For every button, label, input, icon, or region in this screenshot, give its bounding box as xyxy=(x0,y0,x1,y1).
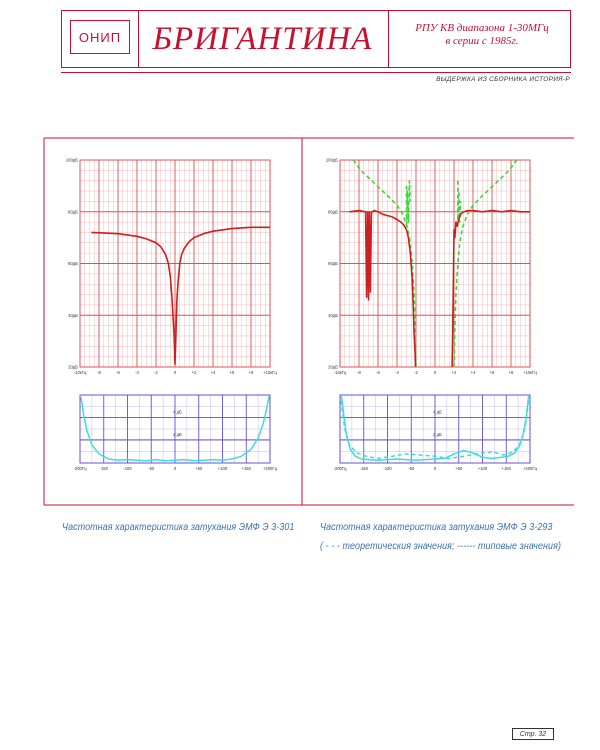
x-tick-label: +10кГц xyxy=(523,370,537,375)
header-frame xyxy=(61,10,571,68)
y-tick-label: 20дБ xyxy=(328,365,338,370)
y-tick-label: 60дБ xyxy=(68,261,78,266)
series-line xyxy=(91,226,270,366)
x-tick-label: +100 xyxy=(218,466,228,471)
x-tick-label: +4 xyxy=(211,370,216,375)
source-note: ВЫДЕРЖКА ИЗ СБОРНИКА ИСТОРИЯ-Р xyxy=(436,76,570,83)
header-divider xyxy=(388,10,390,68)
page-number: Стр. 32 xyxy=(512,728,554,740)
subtitle-line-2: в серии с 1985г. xyxy=(445,35,519,47)
x-tick-label: +50 xyxy=(455,466,463,471)
x-tick-label: -6 xyxy=(116,370,120,375)
series-theoretical xyxy=(340,397,530,460)
x-tick-label: +8 xyxy=(509,370,514,375)
x-tick-label: +200Гц xyxy=(263,466,278,471)
series-typical xyxy=(349,209,417,367)
y-tick-label: 40дБ xyxy=(68,313,78,318)
chart-e3-293-passband: -200Гц -150 -100 -50 0 +50 +100 +150 +200Гц 4 дБ 2… xyxy=(333,394,538,471)
x-tick-label: +2 xyxy=(452,370,457,375)
attenuation-figure: -10кГц -8 -6 -4 -2 0 +2 +4 +6 +8 +10кГц 20дБ 40дБ 60д… xyxy=(43,137,574,506)
subtitle-line-1: РПУ КВ диапазона 1-30МГц xyxy=(415,22,549,34)
x-tick-label: +50 xyxy=(195,466,203,471)
x-tick-label: +6 xyxy=(490,370,495,375)
x-tick-label: +8 xyxy=(249,370,254,375)
x-tick-label: +200Гц xyxy=(523,466,538,471)
y-tick-label: 60дБ xyxy=(328,261,338,266)
x-tick-label: 0 xyxy=(174,370,177,375)
organization-logo: ОНИП xyxy=(70,20,130,54)
x-tick-label: -8 xyxy=(97,370,101,375)
x-tick-label: -50 xyxy=(148,466,155,471)
y-tick-label: 2 дБ xyxy=(433,432,442,437)
y-tick-label: 20дБ xyxy=(68,365,78,370)
x-tick-label: +100 xyxy=(478,466,488,471)
x-tick-label: -4 xyxy=(395,370,399,375)
x-tick-label: -8 xyxy=(357,370,361,375)
header-divider xyxy=(138,10,140,68)
x-tick-label: -100 xyxy=(123,466,132,471)
x-tick-label: +150 xyxy=(502,466,512,471)
series-typical xyxy=(451,209,530,367)
series-line xyxy=(80,395,270,462)
x-tick-label: +6 xyxy=(230,370,235,375)
chart-e3-301-attenuation: -10кГц -8 -6 -4 -2 0 +2 +4 +6 +8 +10кГц 20дБ 40дБ 60д… xyxy=(66,158,278,376)
caption-right-line-2: ( - - - теоретическия значения; ------ т… xyxy=(320,540,562,552)
x-tick-label: -200Гц xyxy=(73,466,87,471)
x-tick-label: -100 xyxy=(383,466,392,471)
x-tick-label: +2 xyxy=(192,370,197,375)
chart-e3-301-passband: -200Гц -150 -100 -50 0 +50 +100 +150 +200Гц 4 дБ 2… xyxy=(73,394,278,471)
y-tick-label: 100дБ xyxy=(326,158,338,163)
y-tick-label: 80дБ xyxy=(68,209,78,214)
x-tick-label: +150 xyxy=(242,466,252,471)
caption-right-line-1: Частотная характеристика затухания ЭМФ Э… xyxy=(320,521,553,533)
x-tick-label: 0 xyxy=(434,466,437,471)
series-theoretical xyxy=(453,159,518,367)
x-tick-label: -150 xyxy=(100,466,109,471)
x-tick-label: -2 xyxy=(154,370,158,375)
series-typical xyxy=(340,396,530,461)
chart-e3-293-attenuation: -10кГц -8 -6 -4 -2 0 +2 +4 +6 +8 +10кГц 20дБ 40дБ 60д… xyxy=(326,158,538,376)
x-tick-label: -10кГц xyxy=(74,370,87,375)
x-tick-label: 0 xyxy=(434,370,437,375)
y-tick-label: 40дБ xyxy=(328,313,338,318)
x-tick-label: -200Гц xyxy=(333,466,347,471)
x-tick-label: -150 xyxy=(360,466,369,471)
x-tick-label: +10кГц xyxy=(263,370,277,375)
x-tick-label: -6 xyxy=(376,370,380,375)
document-subtitle: РПУ КВ диапазона 1-30МГц в серии с 1985г… xyxy=(395,22,569,48)
y-tick-label: 100дБ xyxy=(66,158,78,163)
y-tick-label: 4 дБ xyxy=(173,409,182,414)
x-tick-label: -2 xyxy=(414,370,418,375)
caption-left: Частотная характеристика затухания ЭМФ Э… xyxy=(62,521,295,533)
x-tick-label: -50 xyxy=(408,466,415,471)
x-tick-label: +4 xyxy=(471,370,476,375)
y-tick-label: 80дБ xyxy=(328,209,338,214)
header-underline xyxy=(61,72,571,73)
x-tick-label: -4 xyxy=(135,370,139,375)
figure-frame xyxy=(43,137,574,506)
y-tick-label: 4 дБ xyxy=(433,409,442,414)
y-tick-label: 2 дБ xyxy=(173,432,182,437)
x-tick-label: 0 xyxy=(174,466,177,471)
series-theoretical xyxy=(405,179,412,229)
x-tick-label: -10кГц xyxy=(334,370,347,375)
series-theoretical xyxy=(352,159,417,367)
document-title: БРИГАНТИНА xyxy=(152,20,373,57)
